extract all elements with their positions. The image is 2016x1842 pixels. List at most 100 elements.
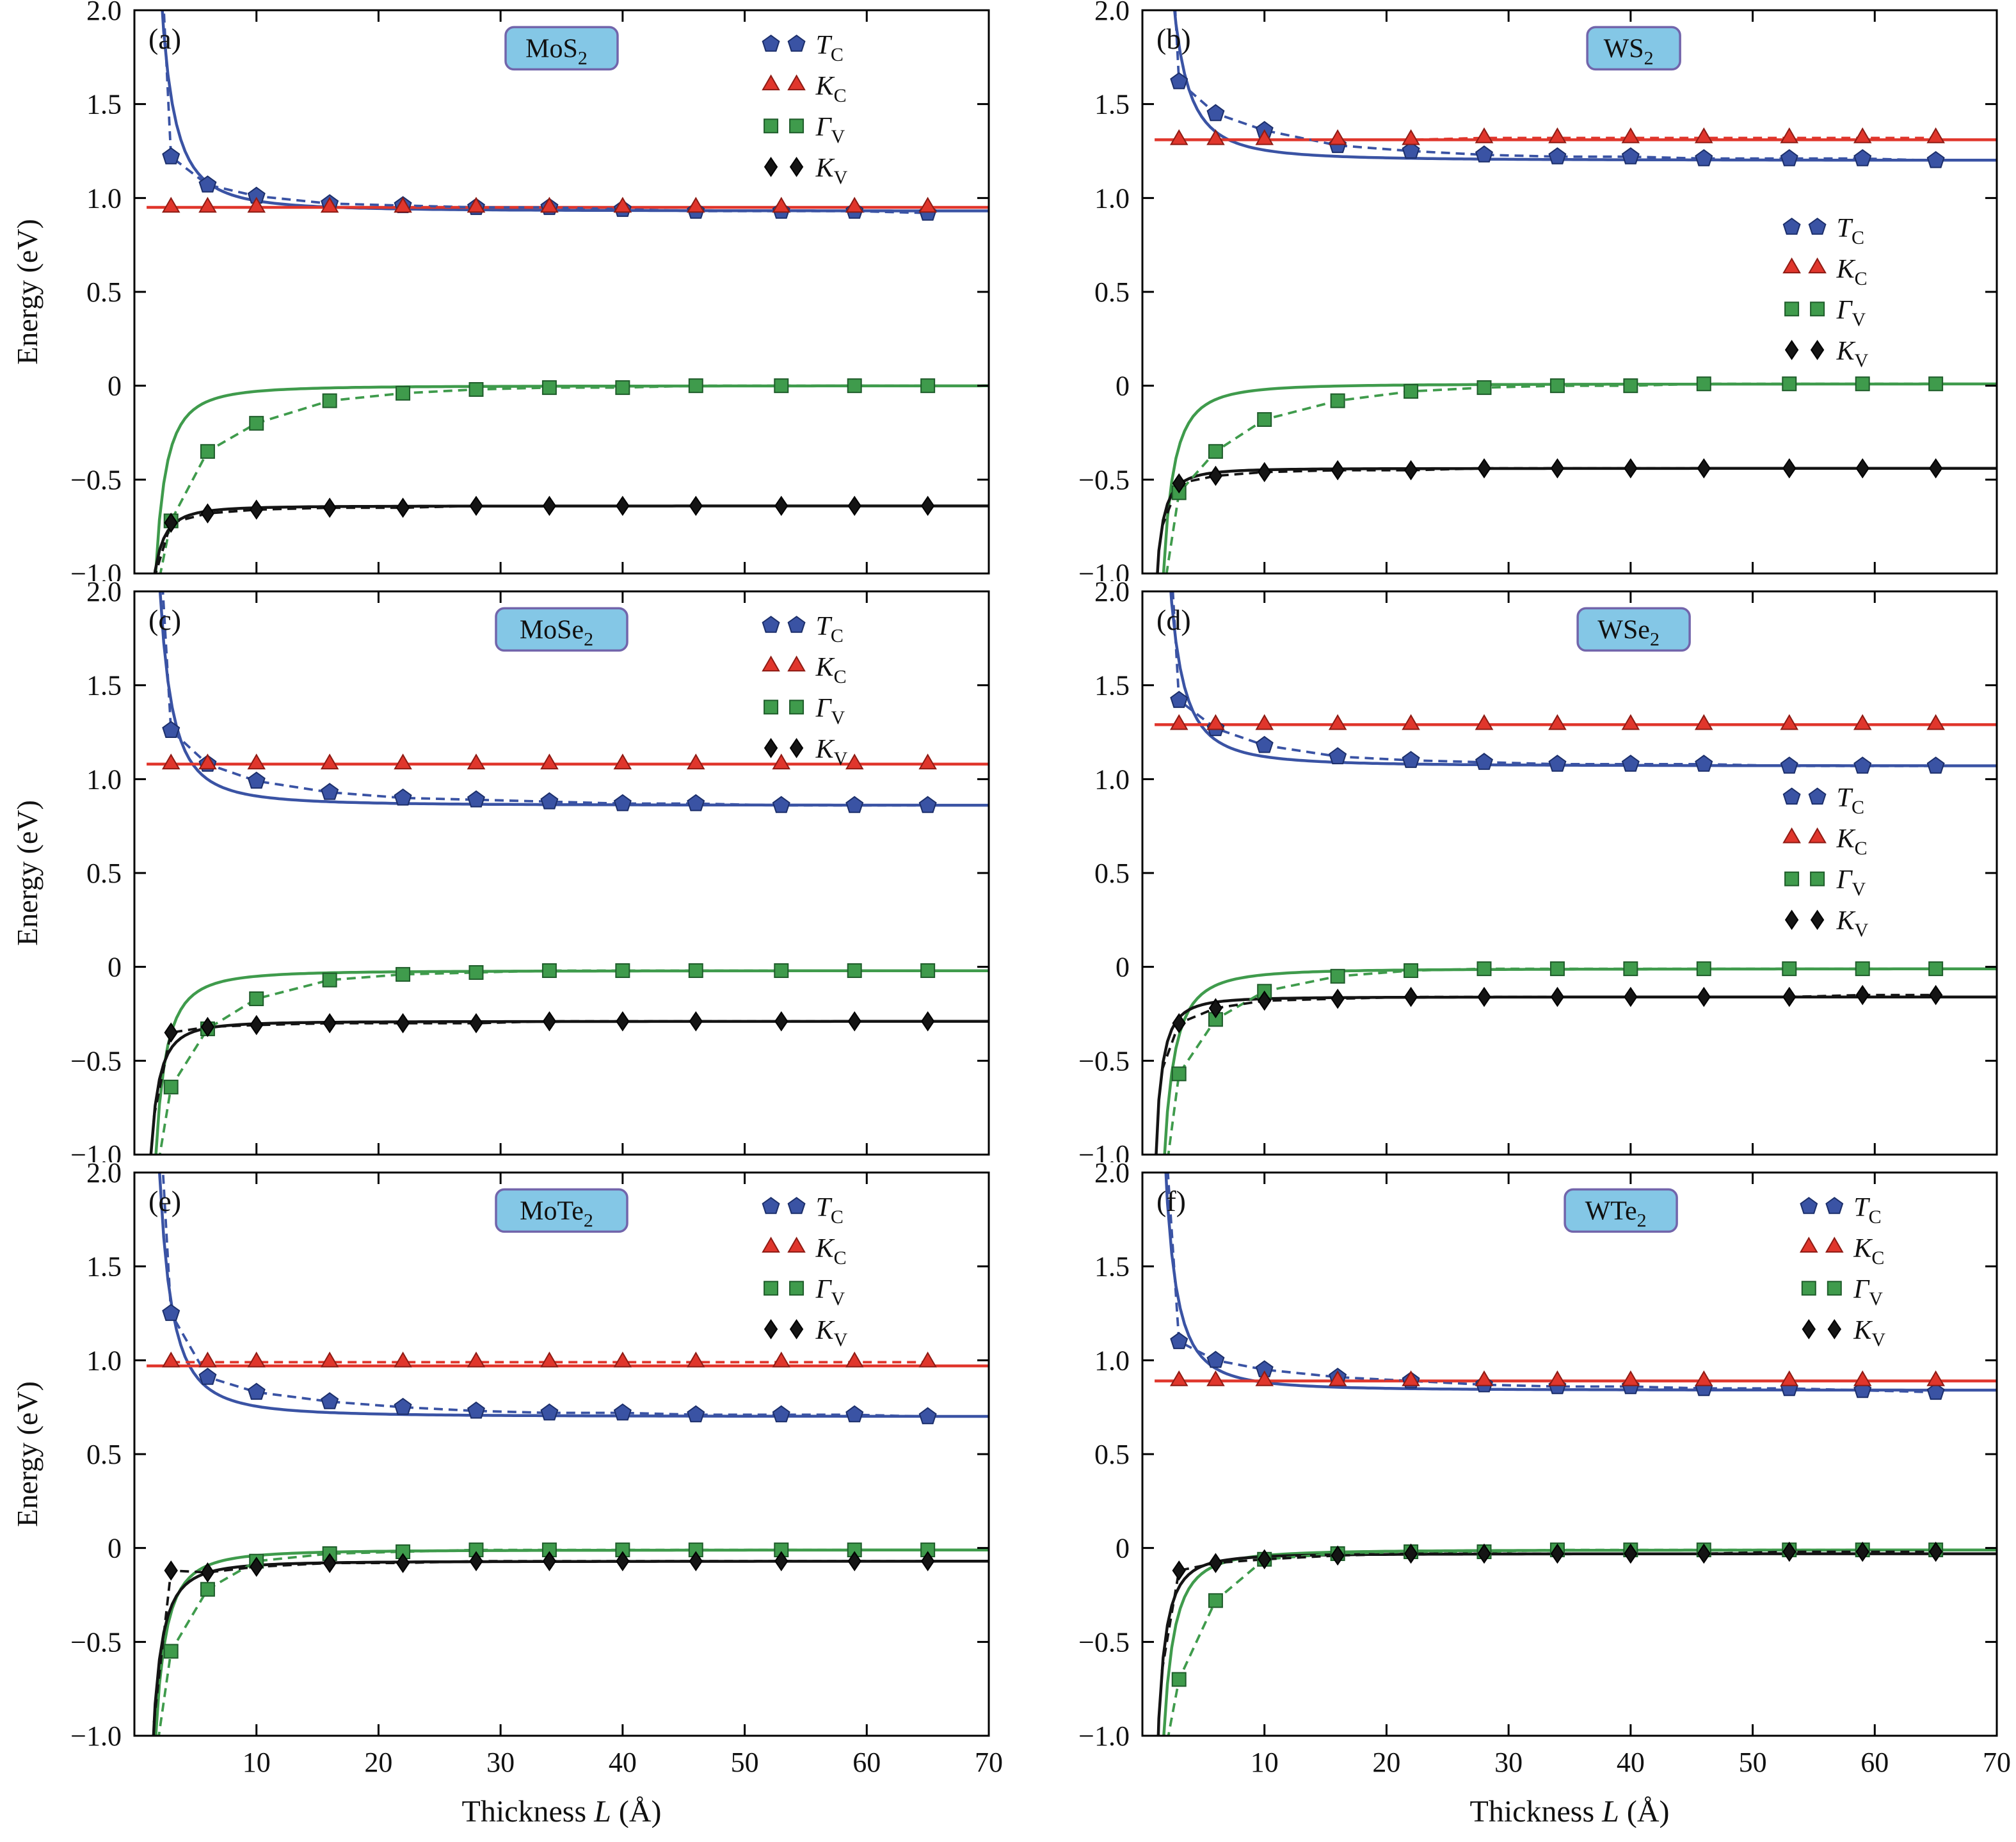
point-K_C-marker-icon [772, 1351, 791, 1368]
point-Γ_V-marker-icon [1171, 1672, 1187, 1687]
point-K_C-marker-icon [1328, 129, 1347, 145]
point-K_C-marker-icon [540, 1351, 559, 1368]
legend-label-GV: ΓV [1836, 865, 1866, 900]
chart-panel-e: 10 20 30 40 50 60 70 2.0 1.5 1.0 0.5 0 −0.5 −1.0 (e) En… [11, 1162, 1003, 1829]
legend-KC-marker-icon [1782, 257, 1801, 274]
point-K_V-marker-icon [1404, 986, 1418, 1007]
point-Γ_V-marker-icon [615, 963, 630, 979]
y-tick-label: 1.0 [86, 1345, 122, 1376]
y-tick-label: 1.5 [86, 1251, 122, 1283]
legend-TC-marker-icon [762, 1197, 780, 1214]
point-K_C-marker-icon [394, 1351, 412, 1368]
point-K_C-marker-icon [161, 196, 180, 213]
point-K_C-marker-icon [1926, 127, 1945, 143]
point-K_C-marker-icon [613, 196, 632, 213]
point-K_V-marker-icon [1331, 1545, 1345, 1566]
point-K_V-marker-icon [1624, 986, 1638, 1007]
point-K_V-marker-icon [396, 497, 410, 518]
point-K_V-marker-icon [1208, 998, 1223, 1018]
point-Γ_V-marker-icon [1928, 376, 1944, 392]
y-tick-label: 1.5 [86, 670, 122, 701]
legend-GV-marker-icon [764, 118, 779, 134]
legend: TC KC ΓV KV [762, 612, 848, 769]
point-K_C-marker-icon [613, 1351, 632, 1368]
material-badge-label: WS2 [1604, 34, 1654, 68]
y-tick-label: 2.0 [1094, 1162, 1130, 1189]
points-K_C [1169, 714, 1945, 730]
y-tick-label: 1.5 [1094, 1251, 1130, 1283]
point-K_C-marker-icon [1694, 714, 1713, 730]
material-badge-label: MoTe2 [520, 1196, 593, 1231]
point-Γ_V-marker-icon [468, 382, 484, 397]
point-T_C-marker-icon [162, 721, 180, 738]
point-T_C-marker-icon [247, 771, 266, 789]
legend-label-GV: ΓV [815, 694, 845, 728]
point-K_C-marker-icon [1548, 1370, 1567, 1386]
point-K_V-marker-icon [1477, 1543, 1491, 1564]
point-K_C-marker-icon [1475, 714, 1494, 730]
point-Γ_V-marker-icon [200, 444, 215, 459]
point-K_C-marker-icon [540, 196, 559, 213]
point-K_C-marker-icon [198, 1351, 217, 1368]
y-tick-label: −1.0 [70, 1720, 122, 1752]
point-K_C-marker-icon [1328, 1370, 1347, 1386]
point-K_V-marker-icon [542, 495, 557, 517]
point-K_V-marker-icon [164, 1022, 178, 1043]
point-Γ_V-marker-icon [1330, 393, 1345, 408]
point-K_V-marker-icon [1855, 1541, 1869, 1562]
point-T_C-marker-icon [1206, 104, 1225, 122]
point-Γ_V-marker-icon [200, 1582, 215, 1597]
point-T_C-marker-icon [1780, 757, 1798, 774]
legend-KV-marker-icon [1784, 909, 1799, 930]
material-badge [504, 26, 619, 71]
point-K_V-marker-icon [689, 495, 703, 517]
point-K_C-marker-icon [467, 1351, 486, 1368]
point-T_C-marker-icon [394, 1397, 412, 1415]
y-tick-label: 1.5 [86, 89, 122, 120]
point-K_C-marker-icon [1926, 1370, 1945, 1386]
panel-letter: (b) [1156, 22, 1191, 55]
chart-panel-f: 10 20 30 40 50 60 70 2.0 1.5 1.0 0.5 0 −0.5 −1.0 (f) Th… [1078, 1162, 2011, 1829]
point-K_V-marker-icon [164, 513, 178, 533]
point-K_V-marker-icon [1928, 458, 1943, 479]
point-K_C-marker-icon [1694, 127, 1713, 143]
point-Γ_V-marker-icon [1476, 961, 1492, 977]
point-K_V-marker-icon [616, 1011, 630, 1032]
point-K_V-marker-icon [1550, 986, 1565, 1007]
point-K_V-marker-icon [250, 499, 264, 520]
legend-label-KC: KC [815, 1234, 847, 1269]
point-Γ_V-marker-icon [1404, 963, 1419, 979]
panel-letter: (f) [1156, 1185, 1186, 1217]
point-Γ_V-marker-icon [847, 963, 862, 979]
legend-TC-marker-icon [1800, 1197, 1818, 1214]
point-K_C-marker-icon [1169, 1370, 1188, 1386]
point-K_C-marker-icon [161, 1351, 180, 1368]
y-tick-label: 1.0 [1094, 1345, 1130, 1376]
point-K_V-marker-icon [200, 503, 215, 524]
point-Γ_V-marker-icon [541, 963, 557, 979]
point-K_V-marker-icon [1477, 986, 1491, 1007]
x-tick-label: 30 [1494, 1747, 1523, 1778]
point-K_V-marker-icon [469, 495, 483, 517]
x-tick-label: 60 [1860, 1747, 1889, 1778]
legend-KV-marker-icon [789, 738, 804, 758]
legend-label-KC: KC [1836, 824, 1868, 859]
legend-GV-marker-icon [1784, 301, 1800, 317]
points-K_V [164, 1551, 935, 1583]
data-line-Γ_V [159, 384, 928, 573]
chart-panel-c: 2.0 1.5 1.0 0.5 0 −0.5 −1.0 (c) Energy (eV) MoSe2… [11, 581, 990, 1162]
point-Γ_V-marker-icon [688, 963, 703, 979]
legend-TC-marker-icon [1782, 218, 1801, 235]
plot-area [147, 1173, 988, 1736]
point-T_C-marker-icon [1926, 1382, 1945, 1400]
material-badge-label: MoS2 [525, 34, 588, 68]
points-Γ_V [163, 963, 936, 1094]
legend-KV-marker-icon [789, 157, 804, 177]
material-badge [1586, 26, 1681, 71]
point-T_C-marker-icon [1170, 691, 1188, 709]
points-Γ_V [1171, 1542, 1944, 1687]
y-tick-label: 0.5 [1094, 858, 1130, 889]
point-T_C-marker-icon [540, 792, 559, 810]
point-T_C-marker-icon [162, 1304, 180, 1321]
y-tick-label: 1.5 [1094, 89, 1130, 120]
